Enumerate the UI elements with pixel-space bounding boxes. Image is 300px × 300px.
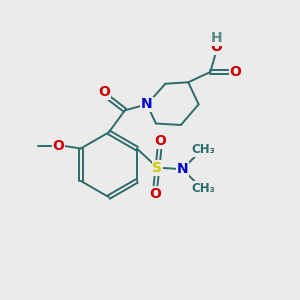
Text: H: H	[210, 31, 222, 45]
Text: N: N	[141, 98, 153, 111]
Text: O: O	[154, 134, 166, 148]
Text: CH₃: CH₃	[191, 143, 215, 157]
Text: N: N	[177, 162, 188, 176]
Text: O: O	[53, 139, 64, 153]
Text: O: O	[98, 85, 110, 99]
Text: O: O	[230, 65, 241, 79]
Text: O: O	[210, 40, 222, 54]
Text: CH₃: CH₃	[191, 182, 215, 195]
Text: S: S	[152, 161, 162, 175]
Text: O: O	[149, 187, 161, 201]
